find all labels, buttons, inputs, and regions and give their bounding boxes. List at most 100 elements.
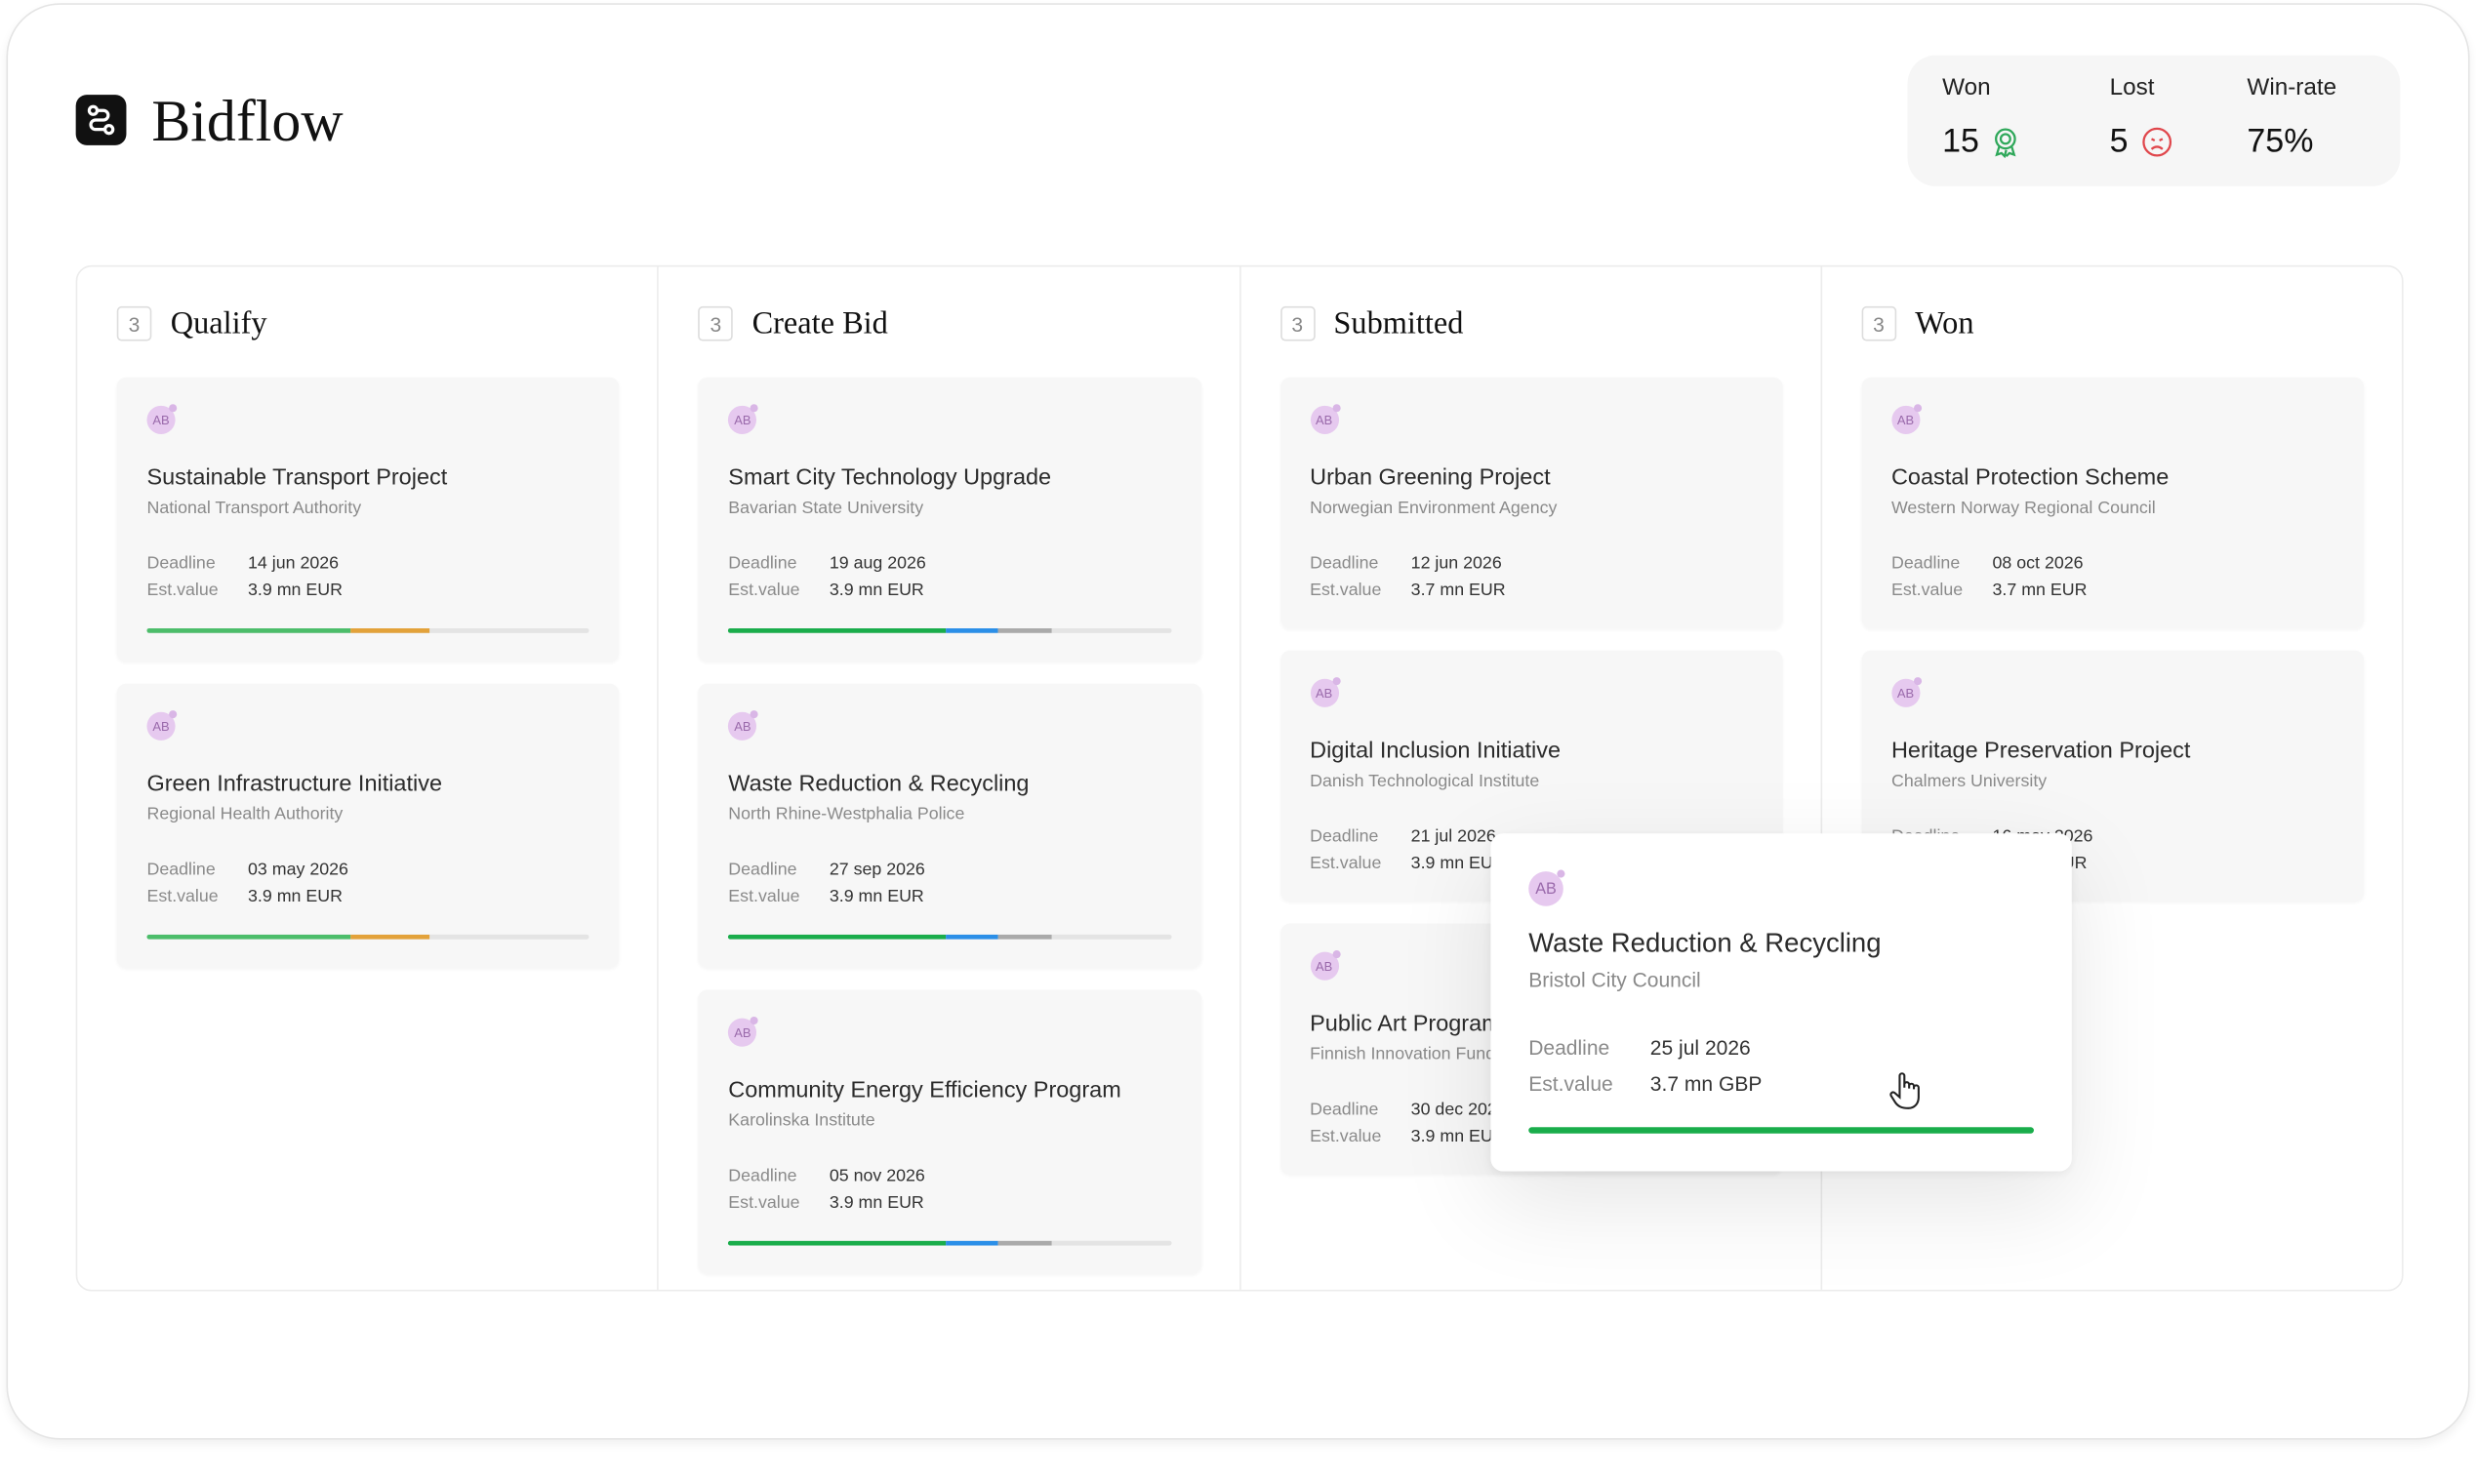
meta-row: Deadline 19 aug 2026 — [728, 554, 1170, 573]
card[interactable]: AB Waste Reduction & Recycling North Rhine… — [698, 683, 1201, 968]
card[interactable]: AB Community Energy Efficiency Program Kar… — [698, 989, 1201, 1274]
progress-segment — [728, 934, 946, 940]
card-org: Norwegian Environment Agency — [1310, 499, 1558, 518]
meta-label: Deadline — [728, 1166, 797, 1186]
meta-label: Deadline — [1310, 1100, 1379, 1120]
card[interactable]: AB Waste Reduction & Recycling Bristol Cit… — [1528, 869, 2034, 1134]
brand: Bidflow — [151, 90, 344, 155]
won-icon — [1995, 128, 2017, 158]
meta-row: Est.value 3.9 mn EUR — [728, 1193, 1170, 1212]
column: 3 Qualify AB Sustainable Transport Project N… — [77, 266, 660, 1290]
stat: Win-rate 75% — [2247, 74, 2336, 161]
card-title: Waste Reduction & Recycling — [728, 772, 1030, 798]
progress-segment — [945, 627, 998, 633]
card-title: Green Infrastructure Initiative — [146, 772, 443, 798]
column-header: 3 Won — [1861, 304, 2364, 342]
meta-value: 21 jul 2026 — [1410, 826, 1496, 847]
meta-label: Deadline — [146, 860, 216, 880]
card-org: Karolinska Institute — [728, 1111, 875, 1131]
avatar: AB — [728, 1016, 759, 1047]
avatar: AB — [1528, 869, 1565, 906]
meta-row: Deadline 21 jul 2026 — [1310, 827, 1752, 846]
column: 3 Create Bid AB Smart City Technology Upgra… — [659, 266, 1240, 1290]
meta-label: Est.value — [146, 581, 219, 600]
column-count: 3 — [1279, 305, 1315, 341]
progress-bar — [146, 934, 589, 940]
progress-segment — [728, 627, 946, 633]
card-org: Bristol City Council — [1528, 967, 1701, 992]
stat-value: 15 — [1942, 123, 2020, 161]
meta-row: Deadline 27 sep 2026 — [728, 861, 1170, 879]
meta-label: Deadline — [1528, 1035, 1610, 1060]
cursor — [1889, 1072, 1920, 1109]
meta-row: Est.value 3.9 mn EUR — [728, 887, 1170, 905]
avatar: AB — [1890, 404, 1922, 434]
avatar: AB — [146, 710, 178, 741]
stat-number: 15 — [1942, 123, 1979, 160]
meta-label: Deadline — [1310, 553, 1379, 574]
meta-row: Deadline 14 jun 2026 — [146, 554, 589, 573]
card-org: Bavarian State University — [728, 499, 924, 518]
card-org: Chalmers University — [1890, 772, 2048, 791]
card-title: Community Energy Efficiency Program — [728, 1078, 1121, 1103]
meta-label: Est.value — [1890, 581, 1964, 600]
meta-label: Deadline — [1310, 826, 1379, 847]
stat: Lost 5 — [2110, 74, 2172, 161]
meta-label: Est.value — [1310, 581, 1382, 600]
card-title: Smart City Technology Upgrade — [728, 465, 1052, 492]
stat-label: Win-rate — [2247, 74, 2337, 101]
progress-bar — [146, 627, 589, 633]
card-title: Urban Greening Project — [1310, 465, 1551, 492]
meta-label: Est.value — [728, 887, 800, 906]
card[interactable]: AB Sustainable Transport Project National … — [116, 377, 620, 662]
meta-row: Est.value 3.9 mn EUR — [1310, 854, 1752, 872]
progress-segment — [146, 627, 351, 633]
column-header: 3 Qualify — [116, 304, 620, 342]
card-meta: Deadline 30 dec 2026 Est.value 3.9 mn EUR — [1310, 1101, 1752, 1146]
column-count: 3 — [116, 305, 152, 341]
meta-row: Est.value 3.9 mn EUR — [146, 887, 589, 905]
progress-segment — [945, 934, 998, 940]
card[interactable]: AB Green Infrastructure Initiative Regiona… — [116, 683, 620, 968]
meta-row: Est.value 3.7 mn GBP — [1528, 1072, 2034, 1096]
avatar: AB — [1890, 677, 1922, 707]
meta-value: 08 oct 2026 — [1992, 553, 2084, 574]
stats-panel: Won 15 Lost 5 Win-rate 75% — [1907, 55, 2401, 186]
card[interactable]: AB Urban Greening Project Norwegian Enviro… — [1279, 377, 1783, 628]
card-meta: Deadline 05 nov 2026 Est.value 3.9 mn EUR — [728, 1167, 1170, 1213]
card[interactable]: AB Smart City Technology Upgrade Bavarian … — [698, 377, 1201, 662]
meta-label: Deadline — [1890, 553, 1961, 574]
card[interactable]: AB Coastal Protection Scheme Western Norwa… — [1861, 377, 2365, 628]
avatar: AB — [728, 710, 759, 741]
stat-label: Lost — [2109, 74, 2155, 101]
card-meta: Deadline 03 may 2026 Est.value 3.9 mn EUR — [146, 861, 589, 906]
meta-label: Est.value — [1310, 1127, 1382, 1146]
stat-label: Won — [1942, 74, 1991, 101]
progress-segment — [997, 627, 1052, 633]
meta-row: Deadline 25 jul 2026 — [1528, 1035, 2034, 1059]
dragged-card[interactable]: AB Waste Reduction & Recycling Bristol Cit… — [1490, 833, 2072, 1172]
meta-value: 30 dec 2026 — [1410, 1100, 1507, 1120]
column-title: Submitted — [1333, 305, 1464, 341]
meta-row: Est.value 3.7 mn EUR — [1891, 581, 2334, 599]
avatar: AB — [728, 404, 759, 434]
meta-label: Deadline — [146, 553, 216, 574]
meta-row: Est.value 3.9 mn EUR — [728, 581, 1170, 599]
card-org: Danish Technological Institute — [1310, 772, 1540, 791]
meta-value: 3.9 mn EUR — [829, 887, 924, 906]
progress-bar — [728, 627, 1171, 633]
meta-value: 3.9 mn EUR — [1410, 1127, 1506, 1146]
stat: Won 15 — [1942, 74, 2020, 161]
meta-row: Est.value 3.7 mn EUR — [1310, 581, 1752, 599]
meta-label: Deadline — [728, 860, 797, 880]
meta-label: Deadline — [728, 553, 797, 574]
stat-number: 75% — [2247, 123, 2314, 160]
meta-value: 3.7 mn EUR — [1410, 581, 1506, 600]
meta-value: 3.9 mn EUR — [829, 581, 924, 600]
progress-segment — [997, 1240, 1052, 1246]
meta-value: 3.7 mn EUR — [1992, 581, 2088, 600]
meta-value: 3.9 mn EUR — [248, 581, 343, 600]
meta-value: 3.7 mn GBP — [1649, 1071, 1763, 1096]
card-meta: Deadline 27 sep 2026 Est.value 3.9 mn EUR — [728, 861, 1170, 906]
card-meta: Deadline 21 jul 2026 Est.value 3.9 mn EUR — [1310, 827, 1752, 873]
